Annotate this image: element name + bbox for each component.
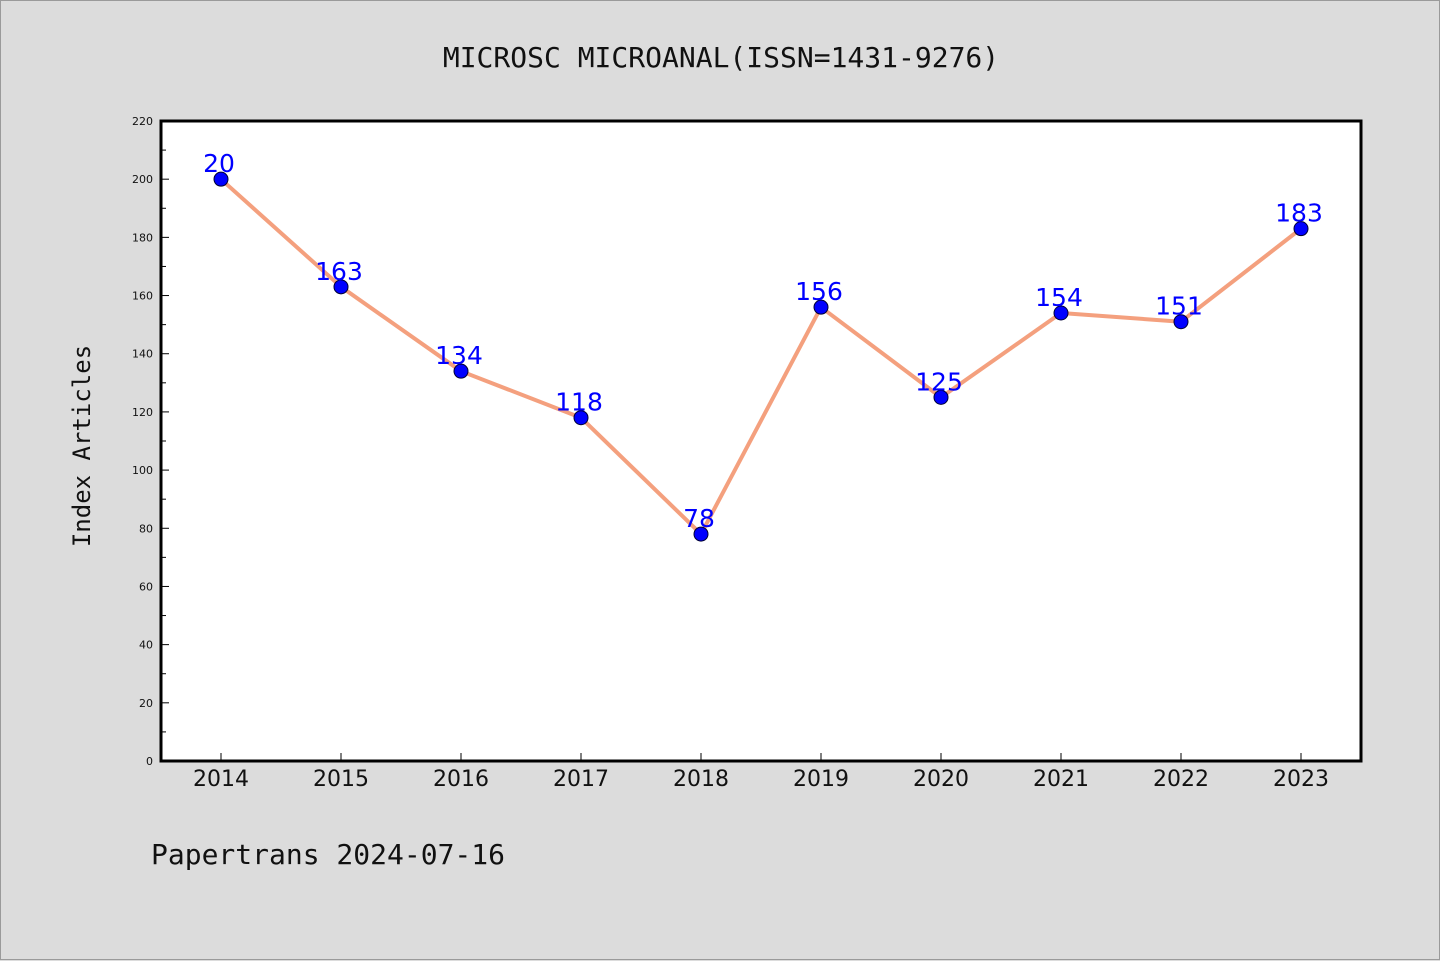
- x-tick-label: 2021: [1033, 767, 1089, 792]
- data-point-2018: [693, 526, 709, 542]
- x-tick-label: 2015: [313, 767, 369, 792]
- y-tick-label: 20: [139, 697, 153, 710]
- y-tick-label: 60: [139, 580, 153, 593]
- x-tick-label: 2022: [1153, 767, 1209, 792]
- chart-title: MICROSC MICROANAL(ISSN=1431-9276): [443, 41, 999, 74]
- data-label-2017: 118: [555, 388, 603, 417]
- data-point-2017: [573, 410, 589, 426]
- x-tick-label: 2014: [193, 767, 249, 792]
- y-axis: 0 20 40 60 80 100 120 140 160 180 200 220: [132, 115, 169, 768]
- x-tick-label: 2018: [673, 767, 729, 792]
- x-tick-label: 2019: [793, 767, 849, 792]
- y-tick-label: 180: [132, 231, 153, 244]
- y-tick-label: 120: [132, 406, 153, 419]
- y-axis-label: Index Articles: [68, 345, 96, 547]
- data-point-2023: [1293, 221, 1309, 237]
- data-label-2021: 154: [1035, 283, 1083, 312]
- data-label-2016: 134: [435, 341, 483, 370]
- y-tick-label: 140: [132, 348, 153, 361]
- data-label-2014: 20: [203, 149, 235, 178]
- data-point-2022: [1173, 314, 1189, 330]
- x-tick-label: 2023: [1273, 767, 1329, 792]
- plot-area: [159, 119, 1363, 763]
- data-label-2019: 156: [795, 277, 843, 306]
- y-tick-label: 200: [132, 173, 153, 186]
- x-tick-label: 2016: [433, 767, 489, 792]
- data-point-2014: [213, 171, 229, 187]
- data-label-2015: 163: [315, 257, 363, 286]
- series-line: [219, 177, 1303, 537]
- series-index-articles: [213, 171, 1309, 542]
- data-point-2020: [933, 389, 949, 405]
- x-axis: 2014 2015 2016 2017 2018 2019 2020 2021 2022 2023: [193, 753, 1329, 792]
- y-tick-label: 0: [146, 755, 153, 768]
- data-point-2019: [813, 299, 829, 315]
- y-tick-label: 40: [139, 639, 153, 652]
- data-label-2023: 183: [1275, 199, 1323, 228]
- x-tick-label: 2017: [553, 767, 609, 792]
- data-label-2018: 78: [683, 504, 715, 533]
- y-tick-label: 160: [132, 290, 153, 303]
- data-point-2016: [453, 363, 469, 379]
- data-point-2015: [333, 279, 349, 295]
- data-label-2022: 151: [1155, 292, 1203, 321]
- y-tick-label: 80: [139, 522, 153, 535]
- x-tick-label: 2020: [913, 767, 969, 792]
- data-point-2021: [1053, 305, 1069, 321]
- data-labels: 20 163 134 118 78 156 125 154 151 183: [203, 149, 1323, 533]
- data-label-2020: 125: [915, 367, 963, 396]
- y-tick-label: 100: [132, 464, 153, 477]
- y-tick-label: 220: [132, 115, 153, 128]
- footer-watermark: Papertrans 2024-07-16: [151, 838, 505, 871]
